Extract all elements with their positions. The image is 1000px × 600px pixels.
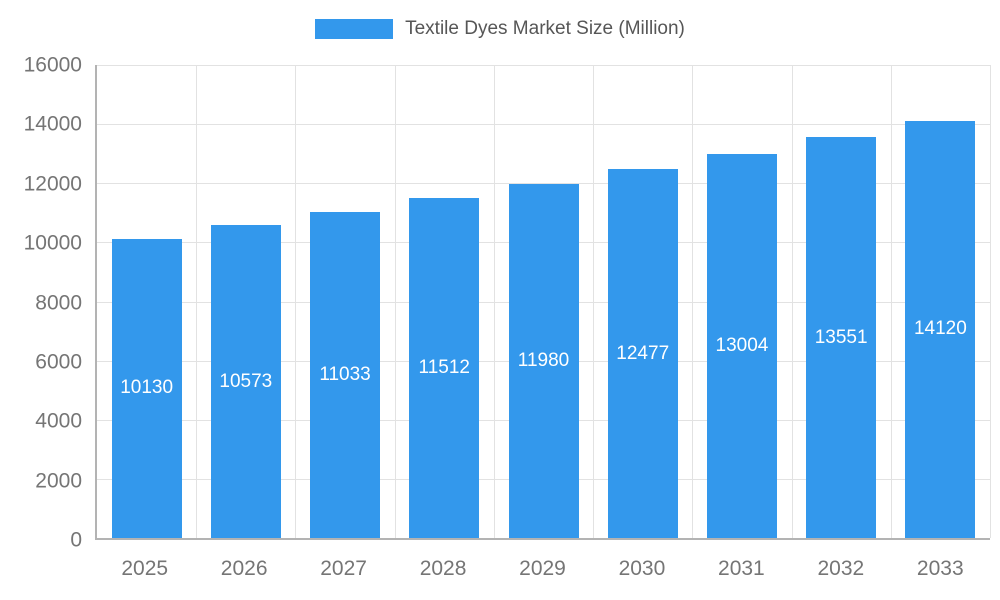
x-axis-tick-label: 2025	[121, 557, 169, 580]
v-gridline	[890, 65, 892, 538]
bar-value-label: 10573	[219, 370, 273, 392]
legend[interactable]: Textile Dyes Market Size (Million)	[0, 18, 1000, 40]
y-axis-tick-label: 0	[70, 528, 82, 552]
x-axis-labels: 2025 2026 2027 2028 2029 2030 2031 2032 2033	[95, 550, 990, 590]
y-axis-tick-label: 8000	[35, 291, 82, 314]
h-gridline	[97, 183, 990, 185]
bar-value-label: 14120	[913, 318, 967, 340]
bar-value-label: 12477	[616, 342, 670, 364]
bar[interactable]: 14120	[905, 120, 976, 538]
legend-label: Textile Dyes Market Size (Million)	[405, 18, 685, 39]
y-axis-labels: 0 2000 4000 6000 8000 10000 12000 14000 16000	[0, 55, 82, 551]
v-gridline	[990, 65, 991, 538]
bar[interactable]: 10573	[210, 225, 281, 538]
v-gridline	[692, 65, 694, 538]
v-gridline	[593, 65, 595, 538]
v-gridline	[394, 65, 396, 538]
y-axis-tick-label: 2000	[35, 469, 82, 493]
x-axis-tick-label: 2027	[320, 557, 367, 580]
h-gridline	[97, 124, 990, 126]
y-axis-tick-label: 4000	[35, 409, 82, 433]
bar[interactable]: 11512	[409, 197, 480, 538]
plot-area: 10130 10573 11033 11512 11980 12477 13004 13551…	[95, 65, 991, 540]
y-axis-tick-label: 10000	[23, 231, 82, 255]
x-axis-tick-label: 2030	[618, 557, 666, 580]
y-axis-tick-label: 6000	[35, 350, 82, 374]
x-axis-tick-label: 2028	[419, 557, 467, 580]
bar[interactable]: 10130	[111, 238, 182, 538]
bar-value-label: 10130	[120, 377, 174, 399]
bar-value-label: 11033	[319, 363, 371, 385]
x-axis-tick-label: 2026	[220, 557, 268, 580]
bar[interactable]: 11980	[508, 183, 579, 538]
bar-value-label: 11512	[418, 356, 470, 378]
h-gridline	[97, 65, 990, 66]
y-axis-tick-label: 14000	[23, 112, 82, 136]
bar[interactable]: 11033	[310, 211, 381, 538]
bar-value-label: 11980	[517, 349, 570, 371]
bar[interactable]: 12477	[607, 169, 678, 538]
x-axis-tick-label: 2029	[519, 557, 566, 580]
y-axis-tick-label: 12000	[23, 172, 82, 196]
v-gridline	[791, 65, 793, 538]
x-axis-tick-label: 2032	[817, 557, 865, 580]
v-gridline	[196, 65, 198, 538]
y-axis-tick-label: 16000	[23, 53, 82, 77]
x-axis-tick-label: 2031	[718, 557, 765, 580]
bar-value-label: 13004	[715, 334, 769, 356]
legend-swatch	[315, 19, 394, 39]
v-gridline	[493, 65, 495, 538]
x-axis-tick-label: 2033	[916, 557, 964, 580]
v-gridline	[295, 65, 297, 538]
bar-value-label: 13551	[814, 326, 868, 348]
bar[interactable]: 13004	[706, 153, 777, 538]
bar[interactable]: 13551	[806, 137, 877, 538]
